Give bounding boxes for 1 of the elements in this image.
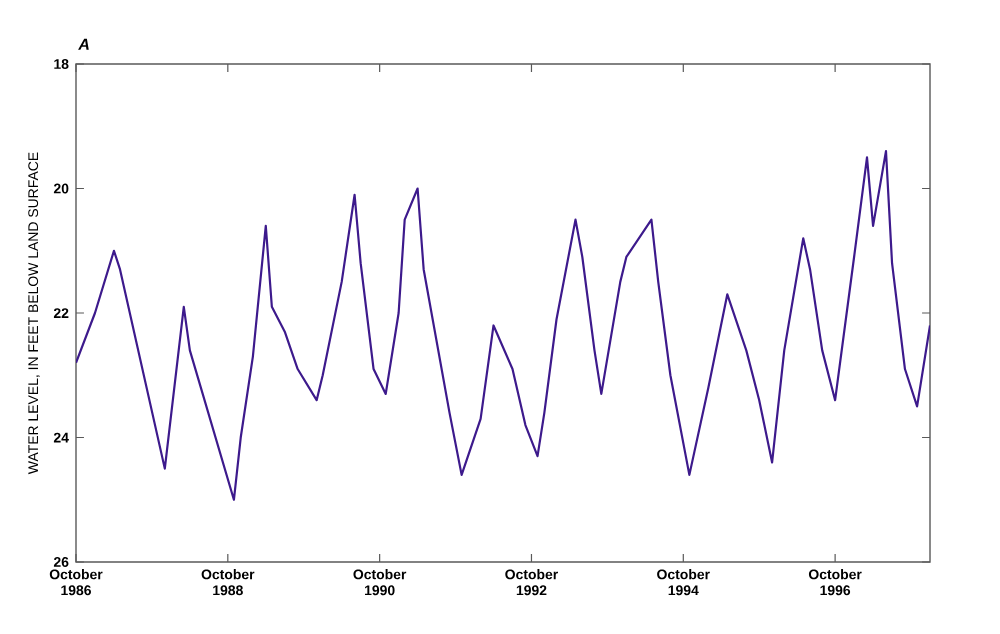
line-series: [76, 150, 931, 501]
